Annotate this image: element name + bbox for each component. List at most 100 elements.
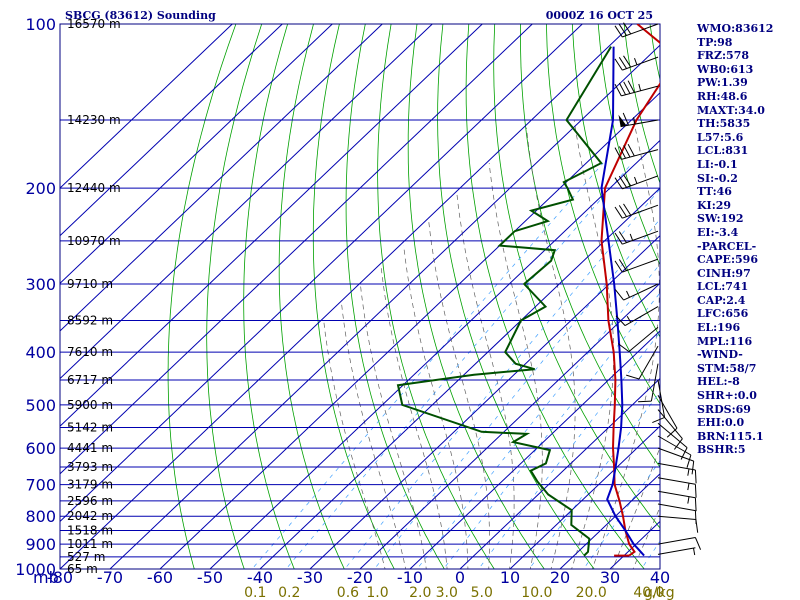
wind-barb-half-feather — [633, 117, 636, 125]
pressure-tick-label: 200 — [25, 179, 56, 198]
index-value: STM:58/7 — [697, 361, 757, 375]
isotherm-line — [60, 24, 483, 427]
height-label: 1011 m — [67, 537, 113, 551]
wind-barb-staff — [657, 409, 683, 440]
index-value: CAP:2.4 — [697, 293, 746, 307]
wind-barb — [614, 258, 659, 273]
dry-adiabat-line — [546, 24, 660, 405]
index-value: WMO:83612 — [697, 22, 774, 35]
wind-barb-staff — [657, 462, 696, 471]
mixing-ratio-label: 1.0 — [366, 585, 388, 600]
moist-adiabat-line — [403, 245, 469, 569]
temperature-tick-label: -50 — [197, 568, 223, 587]
wind-barb-half-feather — [629, 233, 634, 241]
wind-barb-staff — [622, 175, 659, 190]
index-value: TH:5835 — [697, 117, 751, 131]
wind-barb-staff — [622, 23, 659, 38]
isotherm-line — [60, 24, 633, 569]
index-value: -WIND- — [697, 348, 743, 362]
temperature-tick-label: -80 — [47, 568, 73, 587]
temperature-tick-label: -20 — [347, 568, 373, 587]
isotherm-line — [259, 187, 660, 569]
temperature-tick-label: -30 — [297, 568, 323, 587]
mixing-ratio-label: 2.0 — [409, 585, 431, 600]
moist-adiabat-line — [359, 283, 427, 569]
index-value: LI:-0.1 — [697, 157, 738, 171]
isotherm-grid — [60, 24, 660, 569]
wind-barb-staff — [624, 306, 659, 327]
moist-adiabat-line — [341, 302, 407, 569]
wind-barb — [614, 22, 659, 38]
wind-barb-full-feather — [618, 259, 627, 271]
wind-barb-staff — [622, 258, 659, 273]
dry-adiabats — [167, 24, 660, 569]
wind-barb-staff — [650, 363, 659, 402]
mixing-ratio-line — [251, 162, 604, 569]
isotherm-line — [60, 24, 283, 237]
dry-adiabat-line — [345, 24, 445, 569]
wind-barb-staff — [622, 204, 659, 219]
index-value: WB0:613 — [697, 62, 754, 76]
isotherm-line — [60, 24, 233, 189]
moist-adiabat-line — [488, 163, 543, 569]
wind-barb-full-feather — [618, 57, 627, 69]
dewpoint-profile-line — [396, 46, 612, 557]
wind-barb — [614, 55, 659, 71]
sounding-time: 0000Z 16 OCT 25 — [546, 9, 653, 22]
index-value: MAXT:34.0 — [697, 103, 765, 117]
wind-barb-full-feather — [618, 205, 627, 217]
temperature-tick-label: 10 — [500, 568, 520, 587]
height-label: 10970 m — [67, 234, 121, 248]
wind-barb-full-feather — [680, 447, 688, 460]
wind-barb — [652, 379, 666, 424]
dry-adiabat-line — [407, 24, 545, 569]
height-label: 9710 m — [67, 277, 113, 291]
mixing-ratio-label: 20.0 — [576, 585, 607, 600]
wind-barb-full-feather — [686, 454, 692, 468]
temperature-tick-label: -10 — [397, 568, 423, 587]
wind-barb-full-feather — [614, 177, 623, 190]
index-value: L57:5.6 — [697, 130, 744, 144]
wind-barb-full-feather — [627, 80, 635, 93]
wind-barb-full-feather — [694, 537, 702, 550]
moist-adiabat-line — [428, 221, 490, 569]
wind-barb-staff — [657, 477, 696, 485]
moist-adiabat-line — [456, 193, 515, 569]
isotherm-line — [409, 330, 660, 569]
height-label: 3793 m — [67, 460, 113, 474]
wind-barb-full-feather — [614, 58, 623, 71]
moist-adiabat-line — [323, 320, 386, 569]
wind-barb-half-feather — [634, 58, 638, 65]
wind-barb-staff — [657, 395, 678, 429]
wind-barb-staff — [657, 537, 696, 545]
wind-barb-staff — [657, 447, 694, 462]
wind-barb — [657, 435, 692, 468]
isotherm-line — [60, 24, 583, 523]
temperature-tick-label: -40 — [247, 568, 273, 587]
index-value: SHR+:0.0 — [697, 389, 757, 403]
index-value: CINH:97 — [697, 266, 751, 280]
wind-barb — [617, 326, 659, 353]
mixing-ratio-label: g/kg — [644, 585, 675, 600]
temperature-tick-label: 30 — [600, 568, 620, 587]
index-value: BRN:115.1 — [697, 429, 764, 443]
wind-barb-staff — [657, 435, 692, 456]
wind-barb-full-feather — [694, 484, 697, 498]
index-value: PW:1.39 — [697, 76, 748, 90]
wind-barb — [657, 515, 699, 533]
wind-barb-full-feather — [694, 469, 697, 484]
height-label: 527 m — [67, 550, 105, 564]
index-value: EHI:0.0 — [697, 416, 745, 430]
pressure-tick-label: 1000 — [15, 560, 56, 579]
wind-barb-full-feather — [652, 416, 665, 424]
wind-barb-staff — [657, 379, 666, 418]
wind-barb-staff — [657, 422, 688, 448]
wind-barb-full-feather — [694, 497, 697, 512]
wind-barb — [657, 490, 697, 512]
parcel-profile-line — [600, 46, 645, 557]
mixing-ratio-label: 5.0 — [471, 585, 493, 600]
height-label: 8592 m — [67, 314, 113, 328]
index-value: -PARCEL- — [697, 239, 757, 253]
dry-adiabat-line — [206, 24, 263, 569]
